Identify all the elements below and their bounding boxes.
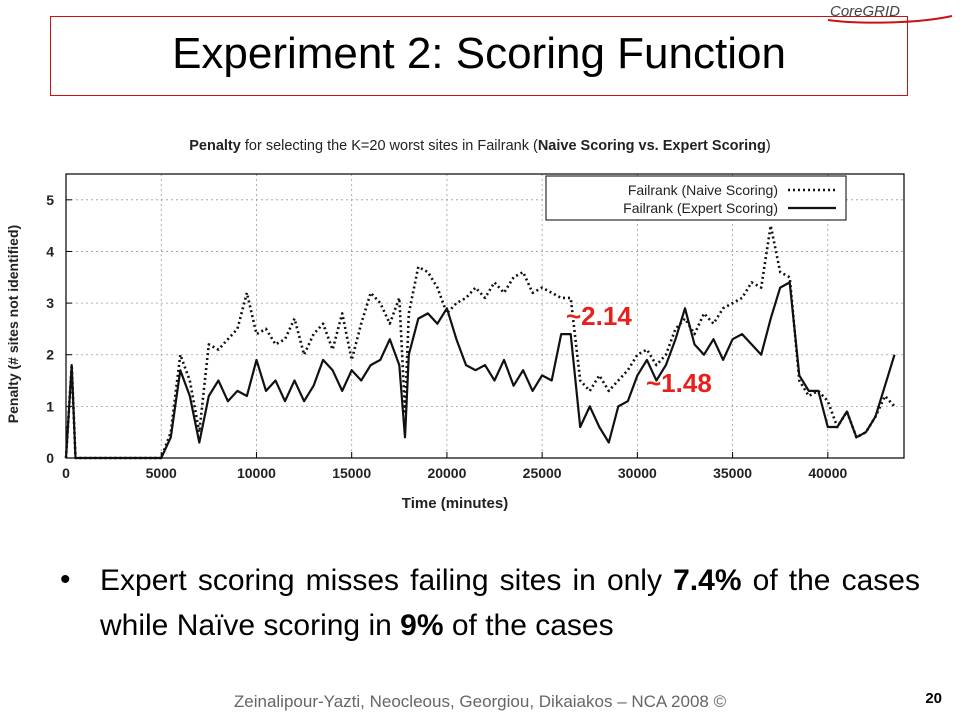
chart-title-part: for selecting the K=20 worst sites in Fa… bbox=[241, 138, 538, 154]
y-tick-label: 0 bbox=[46, 450, 54, 466]
bullet-marker: • bbox=[60, 563, 71, 596]
y-tick-label: 4 bbox=[46, 243, 54, 259]
x-tick-label: 10000 bbox=[237, 465, 276, 481]
x-tick-label: 0 bbox=[62, 465, 70, 481]
y-axis-label: Penalty (# sites not identified) bbox=[5, 225, 21, 423]
legend-label: Failrank (Expert Scoring) bbox=[623, 200, 778, 216]
x-tick-label: 5000 bbox=[146, 465, 177, 481]
title-box: Experiment 2: Scoring Function bbox=[50, 16, 908, 96]
bullet-highlight-expert: 7.4% bbox=[673, 564, 742, 597]
plot-frame bbox=[65, 173, 905, 459]
x-tick-label: 25000 bbox=[523, 465, 562, 481]
bullet-text-part: Expert scoring misses failing sites in o… bbox=[100, 564, 674, 597]
x-tick-label: 40000 bbox=[808, 465, 847, 481]
chart-title-part: Penalty bbox=[189, 138, 241, 154]
chart-title: Penalty for selecting the K=20 worst sit… bbox=[189, 138, 770, 154]
x-tick-label: 15000 bbox=[332, 465, 371, 481]
bullet-text-part: of the cases while Naïve scoring in bbox=[100, 564, 920, 642]
bullet-point: • Expert scoring misses failing sites in… bbox=[60, 558, 920, 648]
coregrid-logo: CoreGRID bbox=[827, 3, 953, 24]
chart-annotation: ~2.14 bbox=[566, 301, 632, 331]
y-tick-label: 5 bbox=[46, 192, 54, 208]
y-tick-label: 1 bbox=[46, 398, 54, 414]
y-tick-label: 2 bbox=[46, 347, 54, 363]
logo-text: CoreGRID bbox=[830, 3, 900, 20]
legend-box bbox=[545, 175, 847, 221]
chart-title-part: ) bbox=[766, 138, 771, 154]
penalty-chart: Penalty for selecting the K=20 worst sit… bbox=[5, 138, 905, 512]
bullet-highlight-naive: 9% bbox=[400, 609, 444, 642]
chart-annotation: ~1.48 bbox=[646, 368, 712, 398]
page-number: 20 bbox=[925, 690, 942, 707]
x-axis-label: Time (minutes) bbox=[402, 495, 508, 512]
bullet-text: Expert scoring misses failing sites in o… bbox=[100, 558, 920, 648]
chart-title-part: Naive Scoring vs. Expert Scoring bbox=[538, 138, 766, 154]
bullet-text-part: of the cases bbox=[443, 609, 614, 642]
x-tick-label: 20000 bbox=[427, 465, 466, 481]
y-tick-label: 3 bbox=[46, 295, 54, 311]
x-tick-label: 30000 bbox=[618, 465, 657, 481]
x-tick-label: 35000 bbox=[713, 465, 752, 481]
slide-footer: Zeinalipour-Yazti, Neocleous, Georgiou, … bbox=[233, 692, 727, 711]
slide-title: Experiment 2: Scoring Function bbox=[172, 29, 786, 78]
series-line-naive bbox=[64, 224, 896, 460]
legend-label: Failrank (Naive Scoring) bbox=[628, 182, 778, 198]
series-line-expert bbox=[64, 281, 896, 460]
